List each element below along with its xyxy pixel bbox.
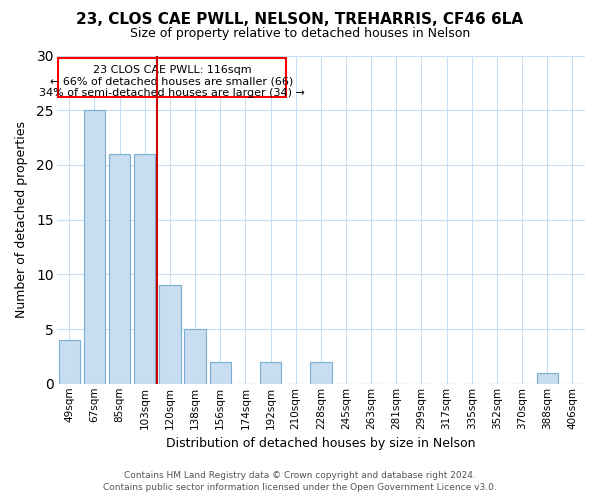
X-axis label: Distribution of detached houses by size in Nelson: Distribution of detached houses by size … (166, 437, 476, 450)
Bar (159, 286, 181, 384)
Y-axis label: Number of detached properties: Number of detached properties (15, 121, 28, 318)
Text: 34% of semi-detached houses are larger (34) →: 34% of semi-detached houses are larger (… (39, 88, 305, 98)
Bar (59, 340, 80, 384)
Text: Size of property relative to detached houses in Nelson: Size of property relative to detached ho… (130, 28, 470, 40)
Bar (260, 362, 281, 384)
Bar (536, 373, 558, 384)
Bar (209, 362, 231, 384)
Text: ← 66% of detached houses are smaller (66): ← 66% of detached houses are smaller (66… (50, 76, 293, 86)
Text: 23 CLOS CAE PWLL: 116sqm: 23 CLOS CAE PWLL: 116sqm (92, 66, 251, 76)
FancyBboxPatch shape (58, 58, 286, 97)
Bar (134, 154, 155, 384)
Text: 23, CLOS CAE PWLL, NELSON, TREHARRIS, CF46 6LA: 23, CLOS CAE PWLL, NELSON, TREHARRIS, CF… (76, 12, 524, 28)
Bar (109, 154, 130, 384)
Bar (310, 362, 332, 384)
Bar (84, 110, 105, 384)
Text: Contains HM Land Registry data © Crown copyright and database right 2024.
Contai: Contains HM Land Registry data © Crown c… (103, 471, 497, 492)
Bar (184, 329, 206, 384)
